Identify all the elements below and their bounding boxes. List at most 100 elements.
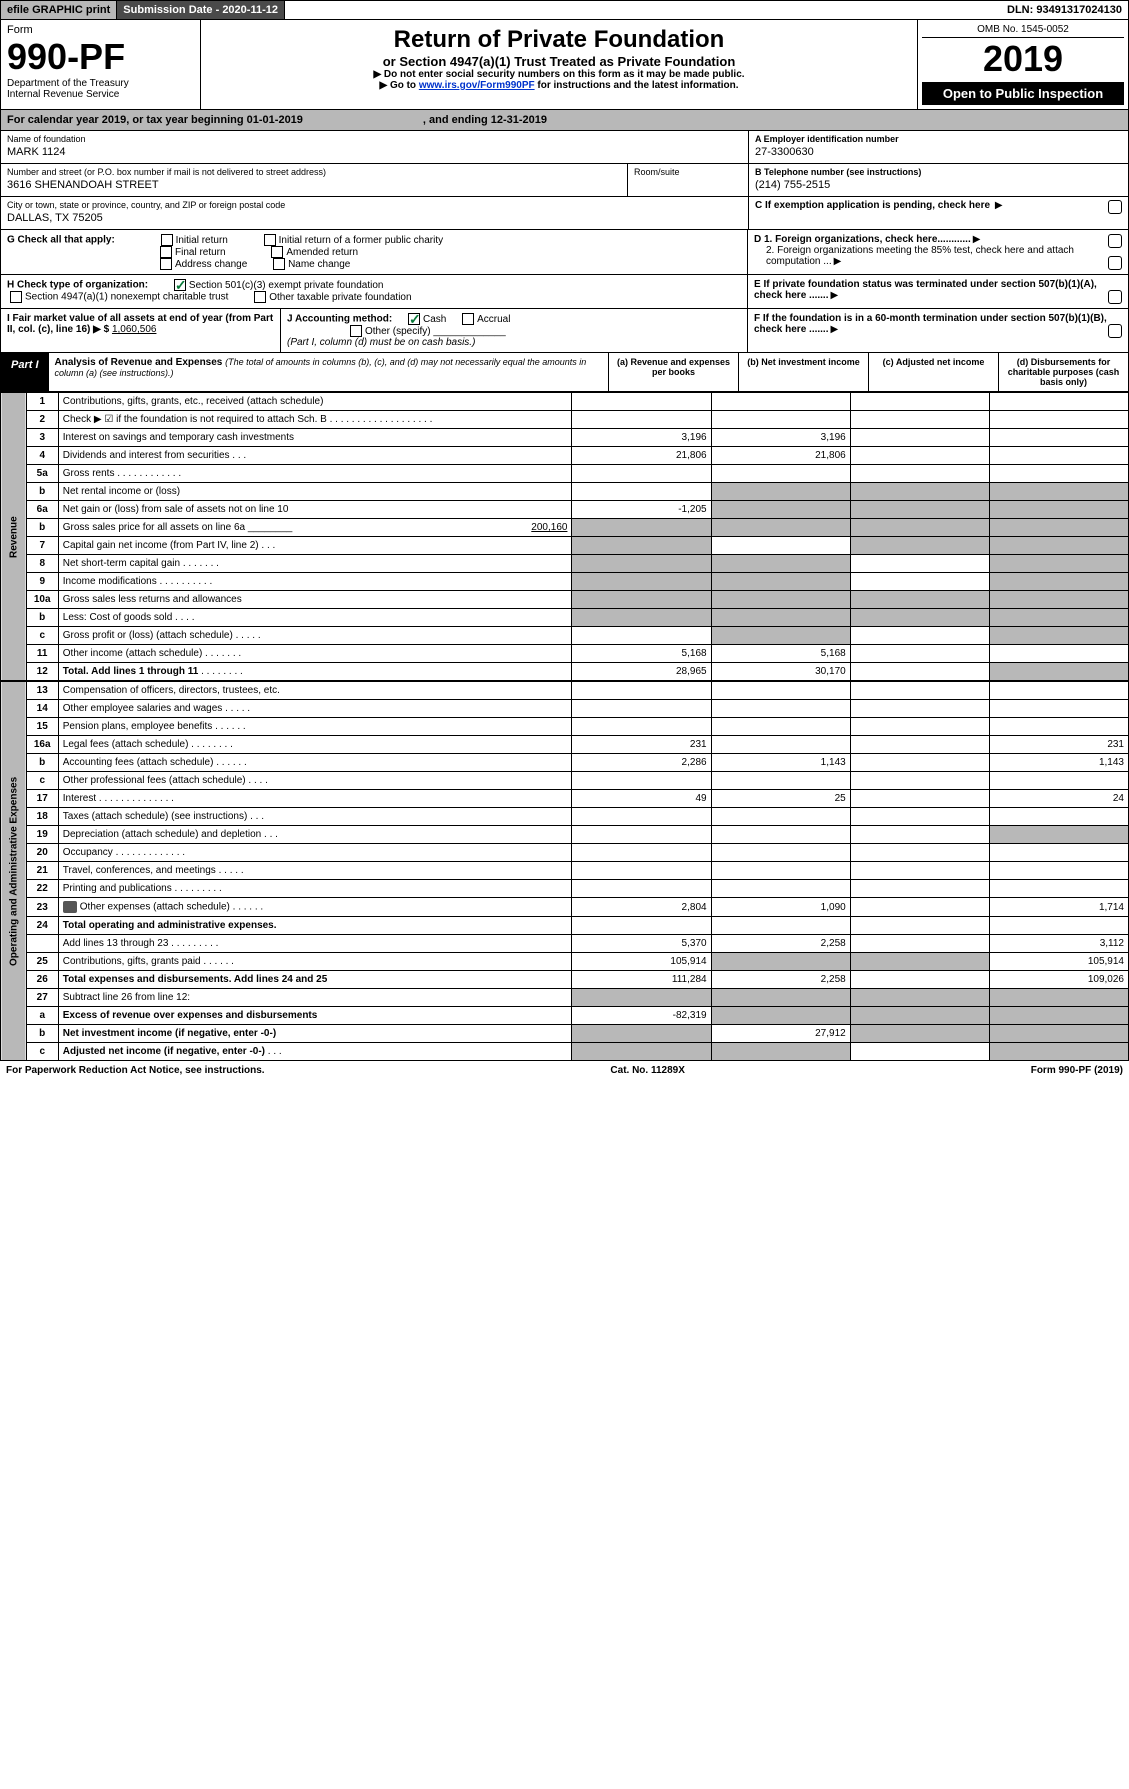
section-h-row: H Check type of organization: Section 50…	[0, 275, 1129, 309]
cell-value: 2,286	[572, 754, 711, 772]
row-number: 4	[26, 447, 58, 465]
warning-2: ▶ Go to www.irs.gov/Form990PF for instru…	[207, 80, 911, 91]
d1-checkbox[interactable]	[1108, 234, 1122, 248]
row-number: b	[26, 609, 58, 627]
row-number: 19	[26, 826, 58, 844]
cell-value: 1,714	[989, 898, 1128, 917]
table-row: 6aNet gain or (loss) from sale of assets…	[1, 501, 1129, 519]
final-return-checkbox[interactable]	[160, 246, 172, 258]
form990pf-link[interactable]: www.irs.gov/Form990PF	[419, 80, 535, 91]
telephone-label: B Telephone number (see instructions)	[755, 167, 1122, 177]
cell-value	[572, 700, 711, 718]
row-description: Depreciation (attach schedule) and deple…	[58, 826, 572, 844]
cash-checkbox[interactable]	[408, 313, 420, 325]
tax-year: 2019	[922, 38, 1124, 80]
accrual-checkbox[interactable]	[462, 313, 474, 325]
4947-checkbox[interactable]	[10, 291, 22, 303]
cell-value: 111,284	[572, 971, 711, 989]
ein-label: A Employer identification number	[755, 134, 1122, 144]
row-description: Travel, conferences, and meetings . . . …	[58, 862, 572, 880]
f-label: F If the foundation is in a 60-month ter…	[754, 313, 1107, 335]
cell-value: 24	[989, 790, 1128, 808]
cell-value	[850, 429, 989, 447]
cell-value: 105,914	[572, 953, 711, 971]
table-row: 25Contributions, gifts, grants paid . . …	[1, 953, 1129, 971]
cell-value	[850, 1043, 989, 1061]
other-method-checkbox[interactable]	[350, 325, 362, 337]
cell-value: -82,319	[572, 1007, 711, 1025]
row-description: Total. Add lines 1 through 11 . . . . . …	[58, 663, 572, 681]
e-checkbox[interactable]	[1108, 290, 1122, 304]
h-501c3: Section 501(c)(3) exempt private foundat…	[189, 280, 384, 291]
caly-begin: For calendar year 2019, or tax year begi…	[7, 114, 303, 126]
form-header: Form 990-PF Department of the Treasury I…	[0, 20, 1129, 110]
initial-return-checkbox[interactable]	[161, 234, 173, 246]
cell-value	[850, 501, 989, 519]
table-row: 8Net short-term capital gain . . . . . .…	[1, 555, 1129, 573]
cell-value	[572, 808, 711, 826]
cell-value	[989, 447, 1128, 465]
row-description: Capital gain net income (from Part IV, l…	[58, 537, 572, 555]
cell-value	[711, 537, 850, 555]
g-amended: Amended return	[286, 247, 358, 258]
amended-return-checkbox[interactable]	[271, 246, 283, 258]
dln-label: DLN: 93491317024130	[1001, 1, 1128, 19]
g-addr: Address change	[175, 259, 247, 270]
cell-value	[711, 772, 850, 790]
cell-value	[850, 591, 989, 609]
cell-value: 109,026	[989, 971, 1128, 989]
table-row: aExcess of revenue over expenses and dis…	[1, 1007, 1129, 1025]
d2-checkbox[interactable]	[1108, 256, 1122, 270]
cell-value	[711, 1007, 850, 1025]
cell-value	[850, 519, 989, 537]
row-number: b	[26, 483, 58, 501]
f-checkbox[interactable]	[1108, 324, 1122, 338]
col-c-header: (c) Adjusted net income	[868, 353, 998, 391]
row-description: Gross sales price for all assets on line…	[58, 519, 572, 537]
cell-value	[850, 627, 989, 645]
row-description: Total expenses and disbursements. Add li…	[58, 971, 572, 989]
foundation-name: MARK 1124	[7, 144, 742, 160]
initial-former-checkbox[interactable]	[264, 234, 276, 246]
cell-value	[989, 465, 1128, 483]
address-change-checkbox[interactable]	[160, 258, 172, 270]
row-description: Net short-term capital gain . . . . . . …	[58, 555, 572, 573]
caly-end: , and ending 12-31-2019	[423, 114, 547, 126]
cell-value	[989, 862, 1128, 880]
cell-value: 2,258	[711, 935, 850, 953]
cell-value: 25	[711, 790, 850, 808]
501c3-checkbox[interactable]	[174, 279, 186, 291]
telephone-value: (214) 755-2515	[755, 177, 1122, 193]
table-row: bNet investment income (if negative, ent…	[1, 1025, 1129, 1043]
row-description: Net gain or (loss) from sale of assets n…	[58, 501, 572, 519]
cell-value	[989, 483, 1128, 501]
warning-1: ▶ Do not enter social security numbers o…	[207, 69, 911, 80]
table-row: 16aLegal fees (attach schedule) . . . . …	[1, 736, 1129, 754]
row-number: b	[26, 754, 58, 772]
cell-value	[711, 989, 850, 1007]
section-ij-row: I Fair market value of all assets at end…	[0, 309, 1129, 353]
table-row: bLess: Cost of goods sold . . . .	[1, 609, 1129, 627]
cell-value	[850, 700, 989, 718]
table-row: 7Capital gain net income (from Part IV, …	[1, 537, 1129, 555]
row-number: 11	[26, 645, 58, 663]
cell-value	[989, 591, 1128, 609]
row-number: 14	[26, 700, 58, 718]
name-change-checkbox[interactable]	[273, 258, 285, 270]
cell-value	[850, 1025, 989, 1043]
exemption-checkbox[interactable]	[1108, 200, 1122, 214]
cell-value	[711, 609, 850, 627]
form-number: 990-PF	[7, 36, 194, 78]
cell-value	[850, 483, 989, 501]
cell-value	[572, 465, 711, 483]
cell-value	[989, 989, 1128, 1007]
cell-value	[850, 989, 989, 1007]
arrow-icon: ▶	[995, 200, 1003, 211]
cell-value	[572, 393, 711, 411]
other-taxable-checkbox[interactable]	[254, 291, 266, 303]
row-number: c	[26, 1043, 58, 1061]
row-number: 6a	[26, 501, 58, 519]
h-other-taxable: Other taxable private foundation	[269, 292, 411, 303]
cell-value	[850, 736, 989, 754]
cell-value	[711, 736, 850, 754]
